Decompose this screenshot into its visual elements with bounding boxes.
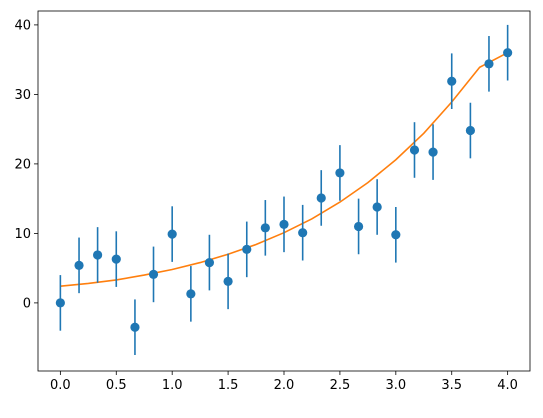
data-point [409, 145, 420, 155]
y-tick-label: 40 [14, 18, 31, 33]
data-point [465, 125, 476, 136]
data-point [92, 250, 103, 260]
data-point [242, 244, 252, 254]
y-tick-label: 30 [14, 88, 31, 103]
data-point [74, 260, 84, 270]
data-point [130, 322, 140, 332]
data-point [428, 147, 438, 157]
data-point [223, 276, 233, 286]
data-point [148, 269, 159, 279]
data-point [260, 223, 270, 233]
y-tick-label: 0 [23, 296, 31, 311]
y-tick-label: 10 [14, 227, 31, 242]
data-point [298, 228, 308, 238]
data-point [503, 48, 513, 58]
x-tick-label: 1.5 [218, 378, 239, 393]
x-tick-label: 3.5 [441, 378, 462, 393]
data-point [55, 298, 65, 308]
x-tick-label: 1.0 [162, 378, 183, 393]
x-tick-label: 0.0 [50, 378, 71, 393]
errorbar-layer [59, 24, 509, 356]
data-point [186, 289, 196, 299]
data-point [484, 59, 494, 69]
x-tick-label: 3.0 [385, 378, 406, 393]
x-tick-label: 2.5 [330, 378, 351, 393]
data-point [316, 193, 326, 203]
data-point [335, 168, 345, 178]
axes [37, 10, 531, 372]
y-tick-label: 20 [14, 157, 31, 172]
tick-layer: 0.0 0.5 1.0 1.5 2.0 2.5 3.0 3.5 4.0 0 10 20 30 40 [14, 18, 518, 393]
data-point [353, 221, 364, 232]
data-point-layer [55, 48, 513, 332]
data-point [204, 257, 215, 268]
data-point [447, 76, 457, 86]
x-tick-label: 0.5 [106, 378, 127, 393]
data-point [391, 230, 401, 240]
data-point [167, 229, 177, 239]
data-point [372, 202, 382, 212]
data-point [279, 219, 289, 229]
x-tick-label: 2.0 [274, 378, 295, 393]
x-tick-label: 4.0 [497, 378, 518, 393]
data-point [111, 254, 121, 264]
plot-frame [37, 10, 531, 372]
